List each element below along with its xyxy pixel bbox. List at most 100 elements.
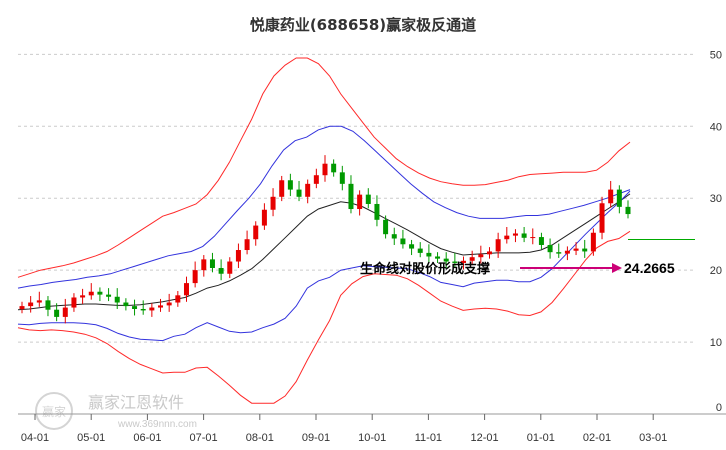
candle-body bbox=[279, 180, 285, 197]
lower-band-line bbox=[17, 230, 631, 404]
support-value: 24.2665 bbox=[624, 260, 675, 276]
candle-body bbox=[36, 300, 42, 303]
candle-body bbox=[486, 251, 492, 255]
x-tick-label: 06-01 bbox=[133, 432, 161, 444]
candle-body bbox=[244, 239, 250, 251]
candle-body bbox=[383, 219, 389, 235]
candle-body bbox=[608, 189, 614, 204]
x-tick-label: 03-01 bbox=[639, 432, 667, 444]
candle-body bbox=[88, 291, 94, 296]
candle-body bbox=[209, 259, 215, 268]
candle-body bbox=[149, 307, 155, 311]
candle-body bbox=[599, 203, 605, 233]
watermark: 赢家 赢家江恩软件 www.369nnn.com bbox=[35, 392, 197, 430]
candle-body bbox=[192, 270, 198, 284]
candle-body bbox=[235, 250, 241, 262]
watermark-name: 赢家江恩软件 bbox=[88, 393, 184, 412]
candle-body bbox=[227, 261, 233, 274]
candle-body bbox=[417, 248, 423, 253]
channel-bands bbox=[17, 57, 631, 404]
watermark-logo-text: 赢家 bbox=[42, 404, 66, 419]
x-axis: 04-01 05-01 06-01 07-01 08-01 09-01 10-01 11-01… bbox=[18, 413, 726, 444]
candle-body bbox=[54, 309, 60, 317]
candle-body bbox=[71, 297, 77, 308]
y-tick-label: 0 bbox=[716, 402, 722, 414]
grid-lines bbox=[18, 53, 695, 343]
candle-body bbox=[504, 235, 510, 240]
annotation-text: 生命线对股价形成支撑 bbox=[360, 261, 490, 277]
candle-body bbox=[183, 283, 189, 296]
watermark-url: www.369nnn.com bbox=[117, 419, 197, 430]
x-tick-label: 08-01 bbox=[246, 432, 274, 444]
candle-body bbox=[357, 194, 363, 210]
candle-body bbox=[296, 189, 302, 197]
candle-body bbox=[270, 196, 276, 210]
candle-body bbox=[322, 163, 328, 176]
candle-body bbox=[261, 209, 267, 226]
candle-body bbox=[512, 233, 518, 236]
middle-upper-band-line bbox=[17, 125, 631, 289]
candle-body bbox=[287, 180, 293, 190]
candle-body bbox=[62, 307, 68, 317]
candle-body bbox=[132, 306, 138, 309]
candle-body bbox=[538, 237, 544, 245]
candle-body bbox=[365, 194, 371, 204]
y-axis: 0 10 20 30 40 50 bbox=[710, 49, 722, 414]
candle-body bbox=[201, 259, 207, 271]
x-tick-label: 10-01 bbox=[358, 432, 386, 444]
candle-body bbox=[452, 261, 458, 263]
candle-body bbox=[547, 244, 553, 253]
middle-lower-band-line bbox=[17, 190, 631, 342]
candle-body bbox=[106, 294, 112, 297]
x-tick-label: 12-01 bbox=[471, 432, 499, 444]
x-tick-label: 04-01 bbox=[21, 432, 49, 444]
arrow-head-icon bbox=[612, 263, 622, 273]
candle-body bbox=[400, 238, 406, 245]
candle-body bbox=[573, 248, 579, 251]
candle-body bbox=[305, 183, 311, 197]
candle-body bbox=[469, 257, 475, 261]
candlesticks bbox=[19, 155, 631, 324]
x-tick-label: 11-01 bbox=[415, 432, 442, 444]
candle-body bbox=[374, 203, 380, 220]
y-tick-label: 50 bbox=[710, 49, 722, 61]
candle-body bbox=[478, 254, 484, 258]
chart-title: 悦康药业(688658)赢家极反通道 bbox=[250, 16, 476, 34]
candle-body bbox=[313, 175, 319, 184]
x-tick-label: 07-01 bbox=[190, 432, 218, 444]
candle-body bbox=[19, 306, 25, 309]
candle-body bbox=[140, 308, 146, 311]
candle-body bbox=[391, 234, 397, 239]
candle-body bbox=[331, 163, 337, 173]
candle-body bbox=[166, 302, 172, 306]
watermark-logo-icon bbox=[35, 392, 73, 430]
candle-body bbox=[97, 291, 103, 295]
candle-body bbox=[175, 295, 181, 303]
candle-body bbox=[582, 248, 588, 252]
candle-body bbox=[339, 172, 345, 184]
y-tick-label: 30 bbox=[710, 193, 722, 205]
x-tick-label: 09-01 bbox=[302, 432, 330, 444]
candle-body bbox=[28, 302, 34, 307]
candle-body bbox=[495, 239, 501, 252]
candle-body bbox=[253, 225, 259, 240]
candle-body bbox=[218, 267, 224, 274]
candle-body bbox=[435, 256, 441, 259]
lifeline bbox=[17, 193, 631, 311]
candle-body bbox=[461, 260, 467, 263]
candle-body bbox=[556, 252, 562, 254]
candle-body bbox=[426, 252, 432, 257]
y-tick-label: 10 bbox=[710, 337, 722, 349]
candle-body bbox=[625, 206, 631, 215]
candle-body bbox=[616, 189, 622, 207]
candle-body bbox=[590, 232, 596, 252]
candle-body bbox=[45, 300, 51, 310]
candle-body bbox=[123, 302, 129, 307]
upper-band-line bbox=[17, 57, 631, 278]
candle-body bbox=[521, 233, 527, 238]
y-tick-label: 20 bbox=[710, 265, 722, 277]
candle-body bbox=[80, 295, 86, 298]
x-tick-label: 02-01 bbox=[583, 432, 611, 444]
candle-body bbox=[443, 258, 449, 262]
